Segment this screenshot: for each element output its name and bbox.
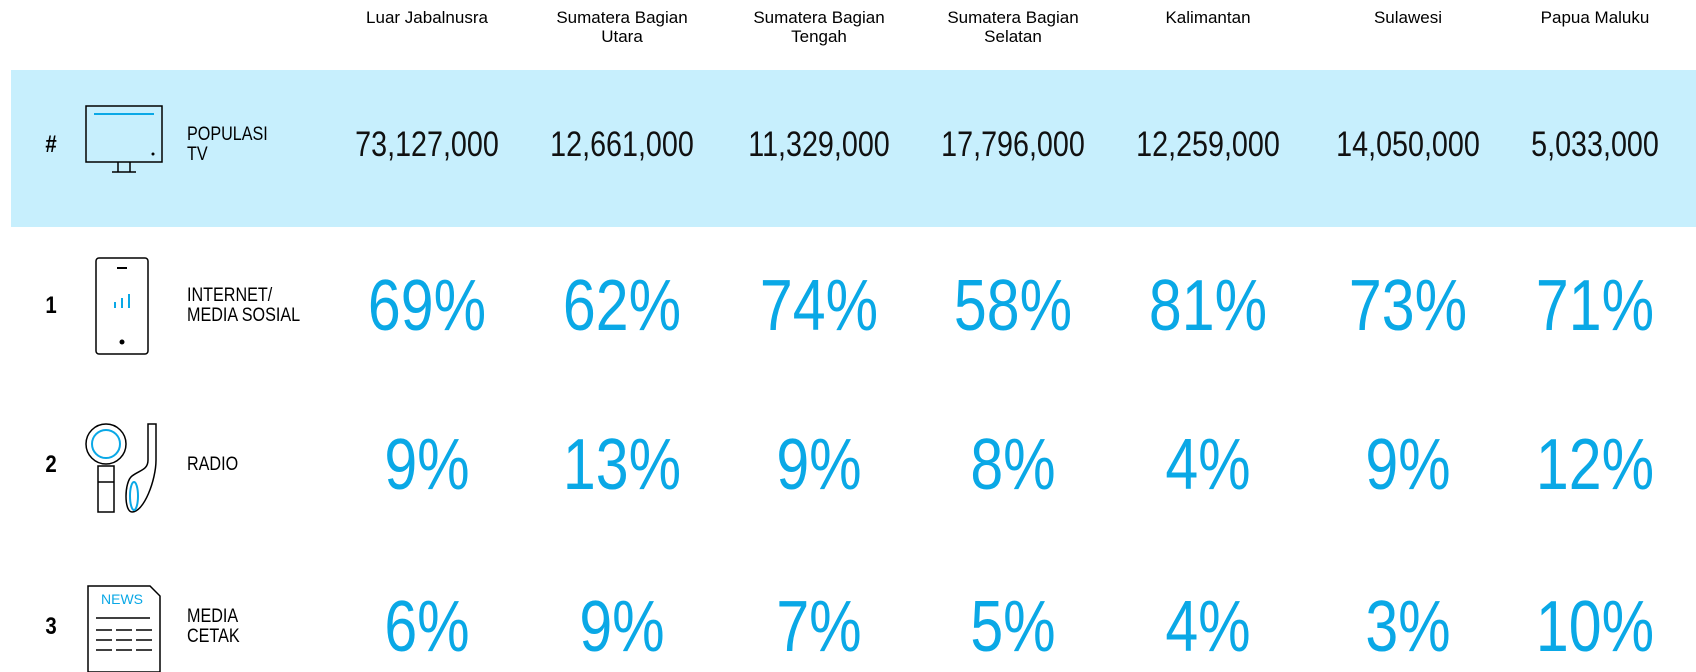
cell-value: 81% bbox=[1148, 266, 1268, 346]
cell-value: 9% bbox=[1365, 425, 1451, 505]
highlight-band bbox=[11, 70, 1696, 227]
row-rank: 1 bbox=[45, 292, 57, 319]
cell-value: 12% bbox=[1535, 425, 1655, 505]
cell-value: 11,329,000 bbox=[748, 125, 890, 164]
cell-value: 5,033,000 bbox=[1531, 125, 1659, 164]
cell-value: 73% bbox=[1348, 266, 1468, 346]
row-label-line: MEDIA SOSIAL bbox=[187, 305, 301, 326]
row-label-line: RADIO bbox=[187, 454, 239, 475]
cell-value: 62% bbox=[562, 266, 682, 346]
cell-value: 4% bbox=[1165, 587, 1251, 667]
cell-value: 6% bbox=[384, 587, 470, 667]
cell-value: 13% bbox=[562, 425, 682, 505]
cell-value: 9% bbox=[776, 425, 862, 505]
row-rank: 3 bbox=[45, 613, 57, 640]
newspaper-icon: NEWS bbox=[87, 585, 161, 672]
row-label-line: TV bbox=[187, 144, 208, 165]
cell-value: 9% bbox=[579, 587, 665, 667]
cell-value: 7% bbox=[776, 587, 862, 667]
column-header: Luar Jabalnusra bbox=[366, 8, 488, 27]
radio-icon bbox=[85, 423, 157, 513]
phone-icon bbox=[95, 257, 149, 355]
cell-value: 58% bbox=[953, 266, 1073, 346]
row-label-line: CETAK bbox=[187, 626, 240, 647]
column-header: Sumatera Bagian Tengah bbox=[753, 8, 885, 46]
cell-value: 4% bbox=[1165, 425, 1251, 505]
row-label: RADIO bbox=[187, 455, 238, 475]
column-header: Papua Maluku bbox=[1540, 8, 1650, 27]
cell-value: 12,661,000 bbox=[550, 125, 694, 164]
cell-value: 10% bbox=[1535, 587, 1655, 667]
cell-value: 14,050,000 bbox=[1336, 125, 1480, 164]
cell-value: 5% bbox=[970, 587, 1056, 667]
cell-value: 17,796,000 bbox=[941, 125, 1085, 164]
cell-value: 3% bbox=[1365, 587, 1451, 667]
cell-value: 74% bbox=[759, 266, 879, 346]
column-header: Kalimantan bbox=[1165, 8, 1251, 27]
cell-value: 69% bbox=[367, 266, 487, 346]
cell-value: 12,259,000 bbox=[1136, 125, 1280, 164]
cell-value: 9% bbox=[384, 425, 470, 505]
news-label: NEWS bbox=[101, 591, 143, 607]
row-label: POPULASI TV bbox=[187, 125, 268, 165]
row-label-line: INTERNET/ bbox=[187, 285, 273, 306]
row-label-line: MEDIA bbox=[187, 606, 239, 627]
row-label: INTERNET/MEDIA SOSIAL bbox=[187, 286, 300, 326]
cell-value: 8% bbox=[970, 425, 1056, 505]
column-header: Sumatera Bagian Utara bbox=[556, 8, 688, 46]
row-label: MEDIA CETAK bbox=[187, 607, 240, 647]
column-header: Sulawesi bbox=[1373, 8, 1443, 27]
row-rank: # bbox=[45, 131, 57, 158]
cell-value: 71% bbox=[1535, 266, 1655, 346]
tv-icon bbox=[85, 105, 163, 173]
cell-value: 73,127,000 bbox=[355, 125, 499, 164]
column-header: Sumatera Bagian Selatan bbox=[947, 8, 1079, 46]
row-label-line: POPULASI bbox=[187, 124, 268, 145]
row-rank: 2 bbox=[45, 451, 57, 478]
